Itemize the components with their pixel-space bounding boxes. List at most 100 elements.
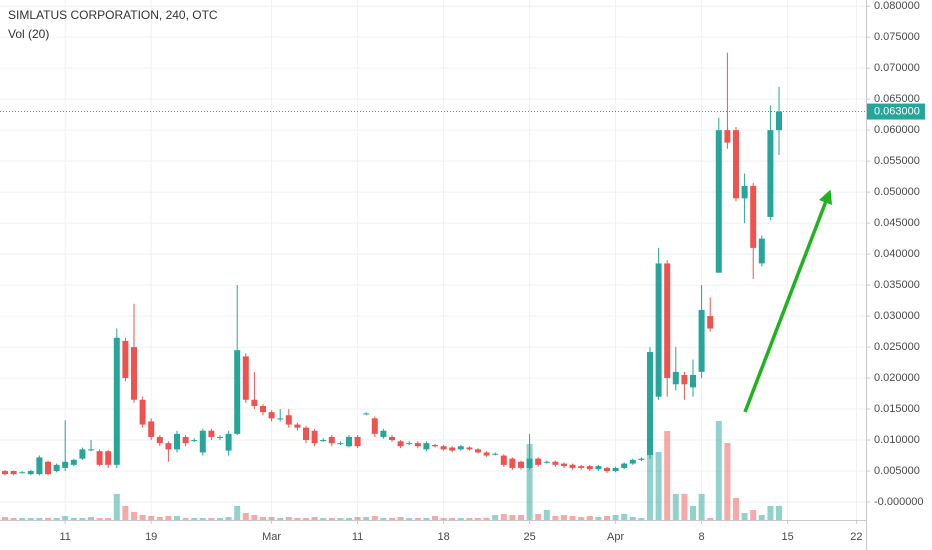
y-tick-label: 0.005000 xyxy=(874,465,920,477)
y-tick-label: 0.050000 xyxy=(874,186,920,198)
candle-body xyxy=(518,461,524,468)
candle-body xyxy=(758,238,765,264)
candle-body xyxy=(174,433,180,450)
y-tick-label: 0.075000 xyxy=(874,31,920,43)
candle-body xyxy=(371,418,378,434)
candle-body xyxy=(535,458,542,465)
candle-body xyxy=(2,471,8,475)
candle-body xyxy=(389,436,395,441)
volume-bar xyxy=(543,510,550,520)
candle-body xyxy=(105,451,112,465)
volume-bar xyxy=(2,517,8,520)
volume-bar xyxy=(354,517,361,520)
volume-bar xyxy=(466,518,473,520)
candle-body xyxy=(79,449,86,459)
candle-body xyxy=(53,464,60,472)
candle-body xyxy=(690,374,696,388)
volume-bar xyxy=(492,515,499,520)
annotation-arrow xyxy=(743,189,833,413)
volume-bar xyxy=(389,518,395,520)
candle-body xyxy=(277,418,284,420)
y-tick-label: 0.030000 xyxy=(874,310,920,322)
y-tick-label: 0.080000 xyxy=(874,0,920,12)
volume-bar xyxy=(148,516,155,520)
y-tick-label: 0.065000 xyxy=(874,93,920,105)
candle-body xyxy=(457,446,464,450)
candle-body xyxy=(62,461,69,468)
candle-body xyxy=(294,424,301,428)
indicator-label: Vol (20) xyxy=(8,27,49,41)
x-tick-label: 11 xyxy=(352,531,363,543)
volume-bar xyxy=(440,518,447,520)
candle-body xyxy=(715,130,722,273)
volume-bar xyxy=(260,517,266,520)
volume-bar xyxy=(70,518,77,520)
volume-bar xyxy=(251,515,258,520)
y-tick-label: 0.045000 xyxy=(874,217,920,229)
price-axis-bg xyxy=(866,0,932,550)
last-price-box xyxy=(867,103,925,120)
candle-body xyxy=(724,130,731,143)
time-labels: 11 19 Mar 11 18 25 Apr 8 15 22 xyxy=(59,531,862,543)
candle-body xyxy=(122,340,129,379)
volume-bar xyxy=(79,518,86,520)
volume-bar xyxy=(595,517,602,520)
volume-bar xyxy=(569,516,576,520)
volume-bar xyxy=(500,514,507,520)
candle-body xyxy=(406,443,413,445)
volume-bar xyxy=(131,512,137,520)
volume-bar xyxy=(561,515,567,520)
volume-bar xyxy=(36,518,43,520)
volume-bar xyxy=(19,518,26,520)
volume-bar xyxy=(681,494,688,520)
volume-bar xyxy=(552,516,559,520)
y-tick-label: 0.040000 xyxy=(874,248,920,260)
candle-body xyxy=(36,457,43,475)
x-tick-label: Mar xyxy=(262,531,281,543)
candle-body xyxy=(397,441,404,447)
candle-body xyxy=(681,374,688,385)
volume-bar xyxy=(483,518,490,520)
volume-bar xyxy=(724,443,731,520)
candle-body xyxy=(182,436,189,444)
x-tick-label: 22 xyxy=(850,531,862,543)
volume-bar xyxy=(62,516,69,520)
candle-body xyxy=(303,427,309,441)
volume-bar xyxy=(320,518,327,520)
candle-body xyxy=(767,130,774,217)
candle-body xyxy=(414,443,421,447)
volume-bar xyxy=(217,518,223,520)
candle-body xyxy=(741,185,748,199)
candle-body xyxy=(88,449,94,451)
volume-bar xyxy=(234,506,241,520)
candle-body xyxy=(561,463,567,467)
volume-layer xyxy=(2,421,782,520)
volume-bar xyxy=(776,506,782,520)
volume-bar xyxy=(346,518,352,520)
volume-bar xyxy=(285,517,292,520)
candle-body xyxy=(595,466,602,470)
candle-body xyxy=(70,459,77,465)
candle-body xyxy=(363,413,370,415)
volume-bar xyxy=(406,518,413,520)
volume-bar xyxy=(750,510,757,520)
volume-bar xyxy=(156,517,163,520)
candle-body xyxy=(423,443,430,450)
candle-body xyxy=(234,350,241,434)
candle-body xyxy=(19,472,26,474)
volume-bar xyxy=(612,515,619,520)
volume-bar xyxy=(698,494,705,520)
y-tick-label: -0.000000 xyxy=(874,496,924,508)
volume-bar xyxy=(518,515,524,520)
x-tick-label: 8 xyxy=(699,531,705,543)
volume-bar xyxy=(423,518,430,520)
candle-body xyxy=(707,316,714,329)
volume-bar xyxy=(199,518,206,520)
candle-body xyxy=(629,459,636,464)
candle-body xyxy=(225,433,232,451)
volume-bar xyxy=(225,517,232,520)
candle-body xyxy=(750,185,757,248)
candle-body xyxy=(260,405,266,413)
volume-bar xyxy=(578,517,585,520)
